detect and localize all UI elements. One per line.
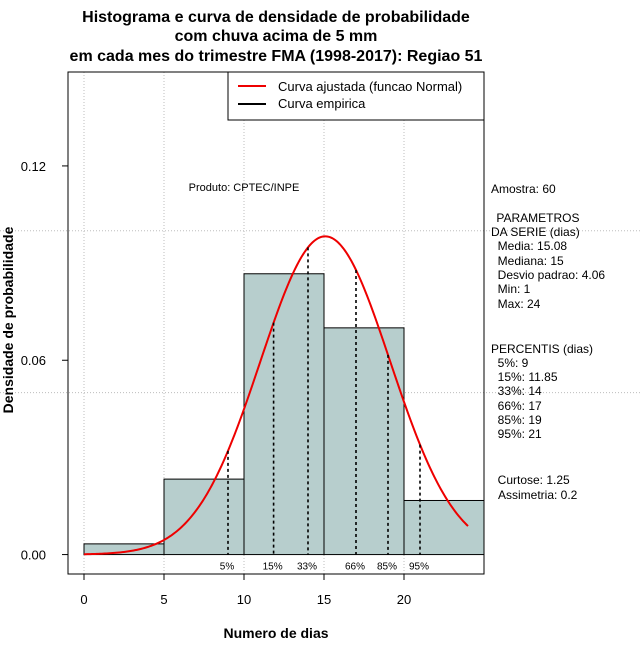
stat-mean: Media: 15.08 [491, 239, 567, 253]
stat-params-header: PARAMETROS [493, 211, 579, 225]
stat-p15: 15%: 11.85 [491, 370, 558, 384]
stat-kurtosis: Curtose: 1.25 [491, 473, 570, 487]
legend-box [227, 71, 485, 121]
stat-p5: 5%: 9 [491, 356, 529, 370]
histogram-bar-1 [163, 478, 245, 556]
normal-curve [83, 235, 469, 556]
percentile-markers: 5% 15% 33% 66% 85% 95% [220, 247, 429, 573]
percentile-label-2: 33% [297, 562, 317, 573]
legend: Curva ajustada (funcao Normal) Curva emp… [227, 71, 485, 121]
normal-curve-layer [83, 235, 469, 556]
product-credit: Produto: CPTEC/INPE [189, 182, 300, 194]
percentile-label-1: 15% [263, 562, 283, 573]
axes: 0 5 10 15 20 0.00 0.06 0.12 [21, 159, 412, 607]
stat-p66: 66%: 17 [491, 399, 542, 413]
stat-skewness: Assimetria: 0.2 [498, 488, 578, 502]
stat-max: Max: 24 [491, 297, 541, 311]
y-tick-label-0: 0.00 [21, 548, 46, 563]
y-tick-label-2: 0.12 [21, 159, 46, 174]
stat-p85: 85%: 19 [491, 413, 542, 427]
chart-title-line-1: Histograma e curva de densidade de proba… [82, 9, 470, 26]
histogram-bar-2 [243, 273, 325, 556]
stat-params-subheader: DA SERIE (dias) [491, 225, 580, 239]
percentile-label-4: 85% [377, 562, 397, 573]
chart-title-line-3: em cada mes do trimestre FMA (1998-2017)… [70, 48, 483, 65]
stat-stddev: Desvio padrao: 4.06 [491, 268, 605, 282]
histogram-bars [83, 273, 485, 556]
legend-label-fitted: Curva ajustada (funcao Normal) [278, 79, 462, 94]
stat-min: Min: 1 [491, 282, 531, 296]
x-tick-label-1: 5 [160, 592, 167, 607]
x-tick-label-3: 15 [317, 592, 331, 607]
percentile-label-3: 66% [345, 562, 365, 573]
chart-title-line-2: com chuva acima de 5 mm [175, 28, 378, 45]
stat-sample: Amostra: 60 [491, 182, 556, 196]
stat-median: Mediana: 15 [491, 254, 564, 268]
stat-p95: 95%: 21 [491, 427, 542, 441]
percentile-label-0: 5% [220, 562, 235, 573]
x-tick-label-0: 0 [80, 592, 87, 607]
legend-label-empirical: Curva empirica [278, 96, 366, 111]
x-axis-title: Numero de dias [223, 625, 328, 641]
y-tick-label-1: 0.06 [21, 353, 46, 368]
y-axis-title: Densidade de probabilidade [0, 226, 16, 413]
statistics-panel: Amostra: 60 PARAMETROS DA SERIE (dias) M… [491, 182, 605, 502]
stat-percentiles-header: PERCENTIS (dias) [491, 342, 593, 356]
percentile-label-5: 95% [409, 562, 429, 573]
x-tick-label-2: 10 [237, 592, 251, 607]
x-tick-label-4: 20 [397, 592, 411, 607]
histogram-bar-3 [323, 327, 405, 556]
stat-p33: 33%: 14 [491, 384, 542, 398]
histogram-bar-4 [403, 499, 485, 556]
